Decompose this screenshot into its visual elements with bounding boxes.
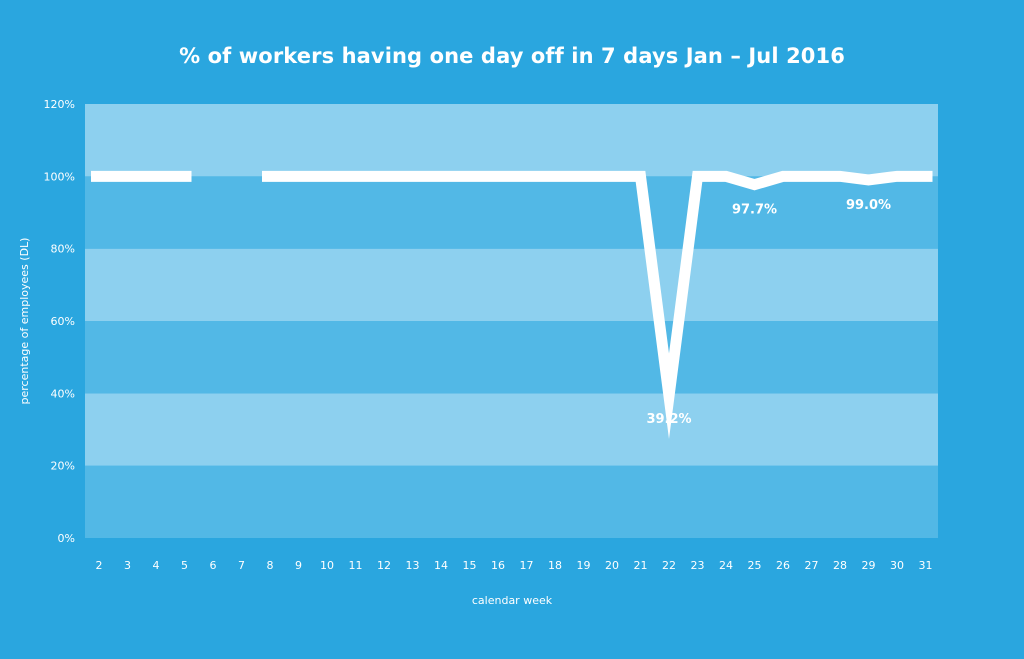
data-label: 97.7% [732, 203, 777, 218]
x-tick-label: 3 [124, 559, 131, 572]
grid-band [85, 393, 938, 466]
x-tick-label: 27 [805, 559, 819, 572]
grid-band [85, 248, 938, 321]
x-axis-title: calendar week [472, 594, 553, 607]
grid-band [85, 465, 938, 538]
y-tick-label: 100% [44, 170, 75, 183]
x-tick-label: 29 [862, 559, 876, 572]
x-tick-label: 6 [210, 559, 217, 572]
x-tick-label: 11 [349, 559, 363, 572]
x-tick-label: 5 [181, 559, 188, 572]
grid-band [85, 321, 938, 394]
x-tick-label: 30 [890, 559, 904, 572]
x-tick-label: 20 [605, 559, 619, 572]
x-tick-label: 26 [776, 559, 790, 572]
x-axis-tick-labels: 2 3 4 5 6 7 8 9 10 11 12 13 14 15 16 17 18 19 20 21 22 23 24 25… [96, 559, 933, 572]
series-line-segment [262, 170, 933, 440]
x-tick-label: 9 [295, 559, 302, 572]
x-tick-label: 17 [520, 559, 534, 572]
y-tick-label: 120% [44, 98, 75, 111]
series-line [91, 170, 933, 440]
data-labels: 39.2% 97.7% 99.0% [646, 198, 891, 427]
x-tick-label: 24 [719, 559, 733, 572]
data-label: 39.2% [646, 412, 691, 427]
y-axis-tick-labels: 0% 20% 40% 60% 80% 100% 120% [44, 98, 75, 545]
x-tick-label: 13 [406, 559, 420, 572]
y-tick-label: 40% [51, 387, 75, 400]
y-tick-label: 80% [51, 243, 75, 256]
x-tick-label: 18 [548, 559, 562, 572]
y-tick-label: 0% [58, 532, 75, 545]
data-label: 99.0% [846, 198, 891, 213]
x-tick-label: 23 [691, 559, 705, 572]
x-tick-label: 2 [96, 559, 103, 572]
x-tick-label: 8 [267, 559, 274, 572]
chart-title: % of workers having one day off in 7 day… [179, 44, 845, 68]
x-tick-label: 16 [491, 559, 505, 572]
x-tick-label: 12 [377, 559, 391, 572]
x-tick-label: 21 [634, 559, 648, 572]
plot-area-bands [85, 104, 938, 538]
x-tick-label: 22 [662, 559, 676, 572]
x-tick-label: 4 [153, 559, 160, 572]
x-tick-label: 10 [320, 559, 334, 572]
y-axis-title: percentage of employees (DL) [18, 238, 31, 405]
x-tick-label: 14 [434, 559, 448, 572]
grid-band [85, 104, 938, 177]
y-tick-label: 60% [51, 315, 75, 328]
x-tick-label: 15 [463, 559, 477, 572]
x-tick-label: 7 [238, 559, 245, 572]
y-tick-label: 20% [51, 460, 75, 473]
x-tick-label: 19 [577, 559, 591, 572]
grid-band [85, 176, 938, 249]
x-tick-label: 28 [833, 559, 847, 572]
x-tick-label: 31 [919, 559, 933, 572]
x-tick-label: 25 [748, 559, 762, 572]
